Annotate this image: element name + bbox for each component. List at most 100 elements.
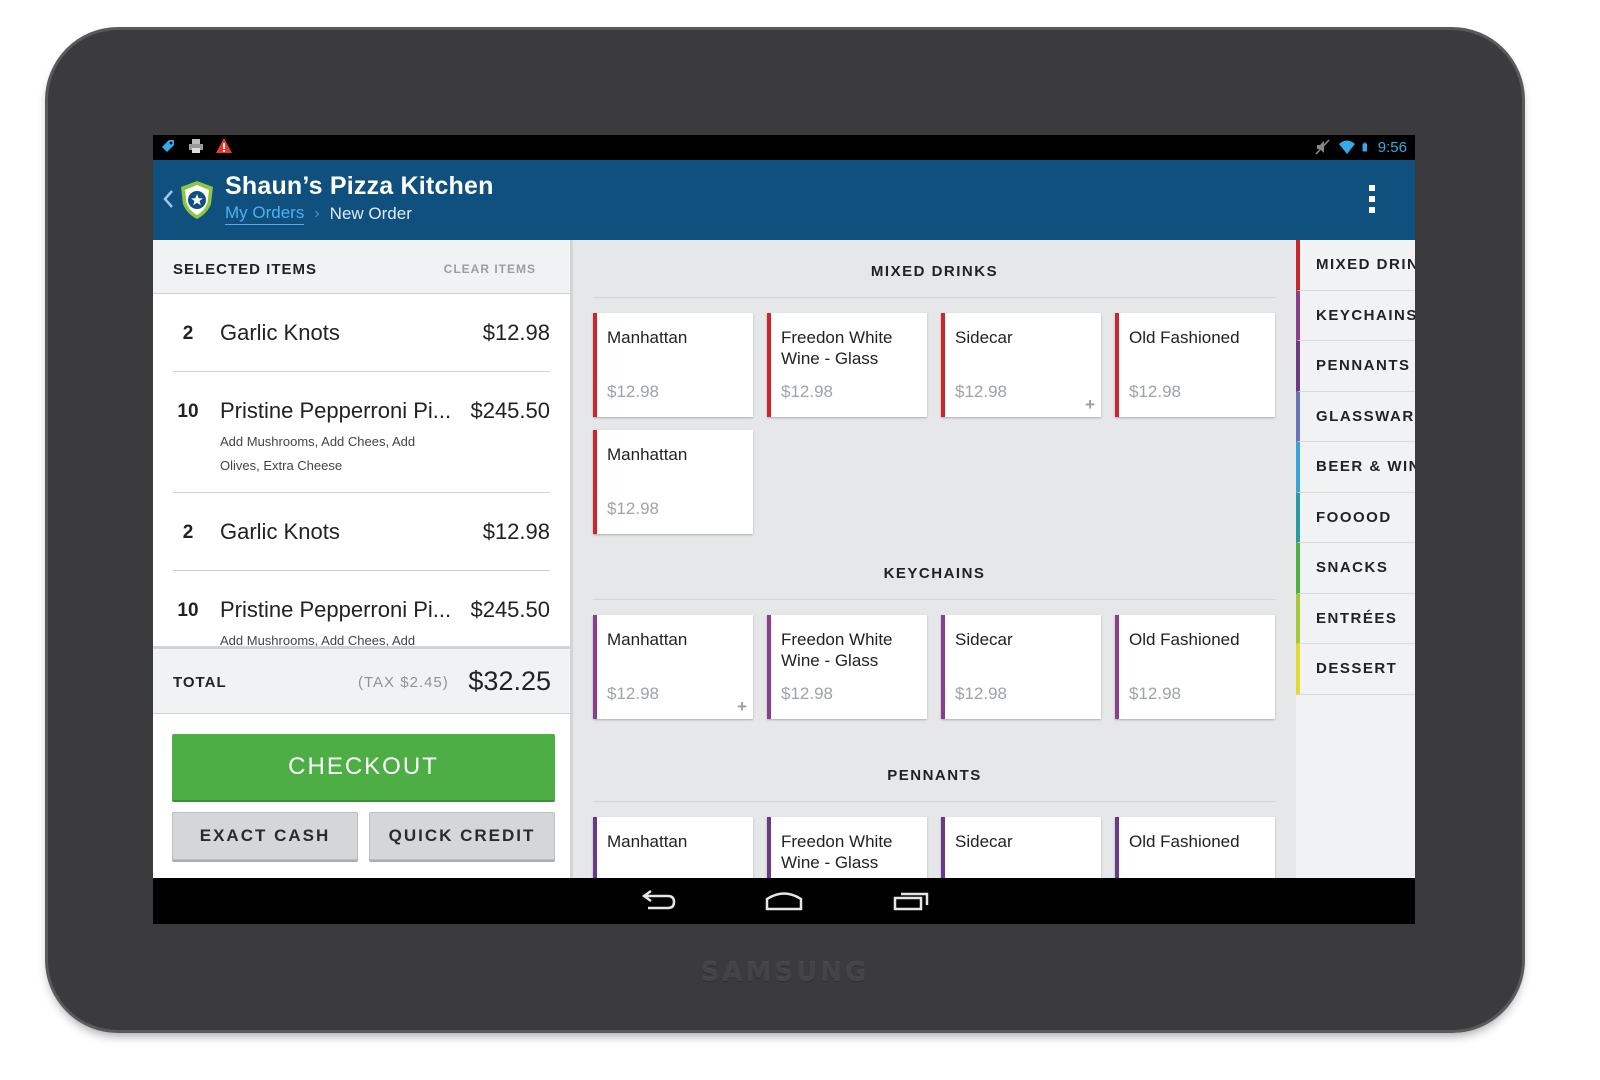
menu-item-card[interactable]: Old Fashioned bbox=[1115, 817, 1275, 878]
menu-item-name: Sidecar bbox=[955, 328, 1013, 347]
menu-item-name: Manhattan bbox=[607, 328, 688, 347]
item-price: $12.98 bbox=[482, 519, 550, 544]
menu-item-name: Freedon White Wine - Glass bbox=[781, 328, 893, 368]
battery-icon bbox=[1362, 142, 1367, 152]
menu-item-card[interactable]: Manhattan bbox=[593, 817, 753, 878]
category-glassware[interactable]: GLASSWARE bbox=[1296, 391, 1415, 442]
mute-icon bbox=[1315, 139, 1330, 155]
item-modifiers: Add Mushrooms, Add Chees, Add bbox=[220, 633, 416, 646]
status-time: 9:56 bbox=[1377, 138, 1407, 156]
chevron-left-icon[interactable] bbox=[161, 188, 175, 210]
menu-item-price: $12.98 bbox=[955, 684, 1007, 703]
menu-item-name: Old Fashioned bbox=[1129, 832, 1240, 851]
category-food[interactable]: FOOOOD bbox=[1296, 492, 1415, 543]
menu-item-name: Manhattan bbox=[607, 445, 688, 464]
item-name: Garlic Knots bbox=[220, 519, 340, 544]
menu-item-name: Old Fashioned bbox=[1129, 328, 1240, 347]
shield-star-logo-icon bbox=[181, 181, 213, 219]
menu-item-card[interactable]: Manhattan $12.98 bbox=[593, 313, 753, 417]
app-title: Shaun’s Pizza Kitchen bbox=[225, 172, 494, 200]
total-label: TOTAL bbox=[173, 674, 227, 691]
section-pennants: PENNANTS Manhattan Freedon White Wine - … bbox=[593, 744, 1276, 878]
menu-item-card[interactable]: Sidecar $12.98 + bbox=[941, 313, 1101, 417]
item-name: Garlic Knots bbox=[220, 320, 340, 345]
menu-item-card[interactable]: Old Fashioned $12.98 bbox=[1115, 313, 1275, 417]
system-nav-bar bbox=[153, 878, 1415, 924]
back-icon[interactable] bbox=[638, 888, 678, 914]
selected-items-header: SELECTED ITEMS CLEAR ITEMS bbox=[153, 240, 570, 294]
category-keychains[interactable]: KEYCHAINS bbox=[1296, 290, 1415, 341]
category-beer-wine[interactable]: BEER & WINE bbox=[1296, 442, 1415, 493]
breadcrumb: My Orders › New Order bbox=[225, 203, 412, 225]
exact-cash-button[interactable]: EXACT CASH bbox=[172, 812, 358, 860]
checkout-button[interactable]: CHECKOUT bbox=[172, 734, 555, 800]
item-modifiers: Add Mushrooms, Add Chees, Add Olives, Ex… bbox=[220, 434, 416, 473]
category-panel: MIXED DRINKS KEYCHAINS PENNANTS GLASSWAR… bbox=[1296, 240, 1415, 878]
order-item[interactable]: 2 Garlic Knots $12.98 bbox=[173, 294, 550, 372]
order-items-list[interactable]: 2 Garlic Knots $12.98 10 Pristine Pepper… bbox=[153, 294, 570, 646]
clear-items-button[interactable]: CLEAR ITEMS bbox=[443, 262, 536, 276]
add-modifier-icon[interactable]: + bbox=[1085, 395, 1095, 414]
menu-panel[interactable]: MIXED DRINKS Manhattan $12.98 Freedon Wh… bbox=[576, 240, 1296, 878]
menu-item-name: Manhattan bbox=[607, 630, 688, 649]
menu-item-price: $12.98 bbox=[955, 382, 1007, 401]
category-entrees[interactable]: ENTRÉES bbox=[1296, 593, 1415, 644]
menu-item-name: Sidecar bbox=[955, 630, 1013, 649]
recent-apps-icon[interactable] bbox=[891, 888, 931, 914]
menu-item-name: Freedon White Wine - Glass bbox=[781, 630, 893, 670]
category-mixed-drinks[interactable]: MIXED DRINKS bbox=[1296, 240, 1415, 291]
breadcrumb-my-orders[interactable]: My Orders bbox=[225, 203, 305, 225]
menu-item-card[interactable]: Freedon White Wine - Glass $12.98 bbox=[767, 615, 927, 719]
section-keychains: KEYCHAINS Manhattan $12.98 + Freedon Whi… bbox=[593, 542, 1276, 732]
order-panel: SELECTED ITEMS CLEAR ITEMS 2 Garlic Knot… bbox=[153, 240, 573, 878]
menu-item-card[interactable]: Freedon White Wine - Glass bbox=[767, 817, 927, 878]
category-pennants[interactable]: PENNANTS bbox=[1296, 341, 1415, 392]
menu-item-price: $12.98 bbox=[1129, 382, 1181, 401]
category-dessert[interactable]: DESSERT bbox=[1296, 644, 1415, 695]
menu-item-price: $12.98 bbox=[607, 382, 659, 401]
category-snacks[interactable]: SNACKS bbox=[1296, 543, 1415, 594]
menu-item-price: $12.98 bbox=[781, 382, 833, 401]
menu-item-name: Freedon White Wine - Glass bbox=[781, 832, 893, 872]
menu-item-card[interactable]: Freedon White Wine - Glass $12.98 bbox=[767, 313, 927, 417]
chevron-right-icon: › bbox=[314, 205, 320, 222]
item-price: $12.98 bbox=[482, 320, 550, 345]
printer-icon bbox=[189, 139, 203, 153]
order-item[interactable]: 2 Garlic Knots $12.98 bbox=[173, 493, 550, 571]
menu-item-card[interactable]: Old Fashioned $12.98 bbox=[1115, 615, 1275, 719]
menu-item-name: Sidecar bbox=[955, 832, 1013, 851]
menu-item-card[interactable]: Manhattan $12.98 + bbox=[593, 615, 753, 719]
item-name: Pristine Pepperroni Pi... bbox=[220, 398, 452, 423]
menu-item-price: $12.98 bbox=[607, 499, 659, 518]
total-amount: $32.25 bbox=[468, 666, 551, 696]
menu-item-price: $12.98 bbox=[607, 684, 659, 703]
tax-amount: (TAX $2.45) bbox=[358, 674, 449, 691]
menu-item-name: Manhattan bbox=[607, 832, 688, 851]
wifi-icon bbox=[1338, 140, 1355, 154]
device-brand: SAMSUNG bbox=[700, 958, 870, 988]
menu-item-card[interactable]: Manhattan $12.98 bbox=[593, 430, 753, 534]
menu-item-card[interactable]: Sidecar bbox=[941, 817, 1101, 878]
section-title: PENNANTS bbox=[593, 744, 1276, 802]
screen: 9:56 Shaun’s Pizza Kitchen My Orders › N… bbox=[153, 135, 1415, 924]
item-qty: 2 bbox=[182, 323, 194, 344]
section-mixed-drinks: MIXED DRINKS Manhattan $12.98 Freedon Wh… bbox=[593, 240, 1276, 540]
selected-items-title: SELECTED ITEMS bbox=[173, 261, 318, 278]
menu-item-price: $12.98 bbox=[781, 684, 833, 703]
status-bar: 9:56 bbox=[153, 135, 1415, 160]
warning-icon bbox=[216, 138, 232, 153]
order-item[interactable]: 10 Pristine Pepperroni Pi... $245.50 Add… bbox=[173, 571, 550, 646]
order-item[interactable]: 10 Pristine Pepperroni Pi... $245.50 Add… bbox=[173, 372, 550, 493]
quick-credit-button[interactable]: QUICK CREDIT bbox=[369, 812, 555, 860]
item-price: $245.50 bbox=[470, 597, 550, 622]
section-title: MIXED DRINKS bbox=[593, 240, 1276, 298]
add-modifier-icon[interactable]: + bbox=[737, 697, 747, 716]
item-name: Pristine Pepperroni Pi... bbox=[220, 597, 452, 622]
overflow-menu-icon[interactable] bbox=[1365, 185, 1379, 217]
app-bar: Shaun’s Pizza Kitchen My Orders › New Or… bbox=[153, 160, 1415, 240]
item-qty: 10 bbox=[177, 401, 199, 422]
menu-item-card[interactable]: Sidecar $12.98 bbox=[941, 615, 1101, 719]
item-price: $245.50 bbox=[470, 398, 550, 423]
menu-item-name: Old Fashioned bbox=[1129, 630, 1240, 649]
home-icon[interactable] bbox=[764, 888, 804, 914]
